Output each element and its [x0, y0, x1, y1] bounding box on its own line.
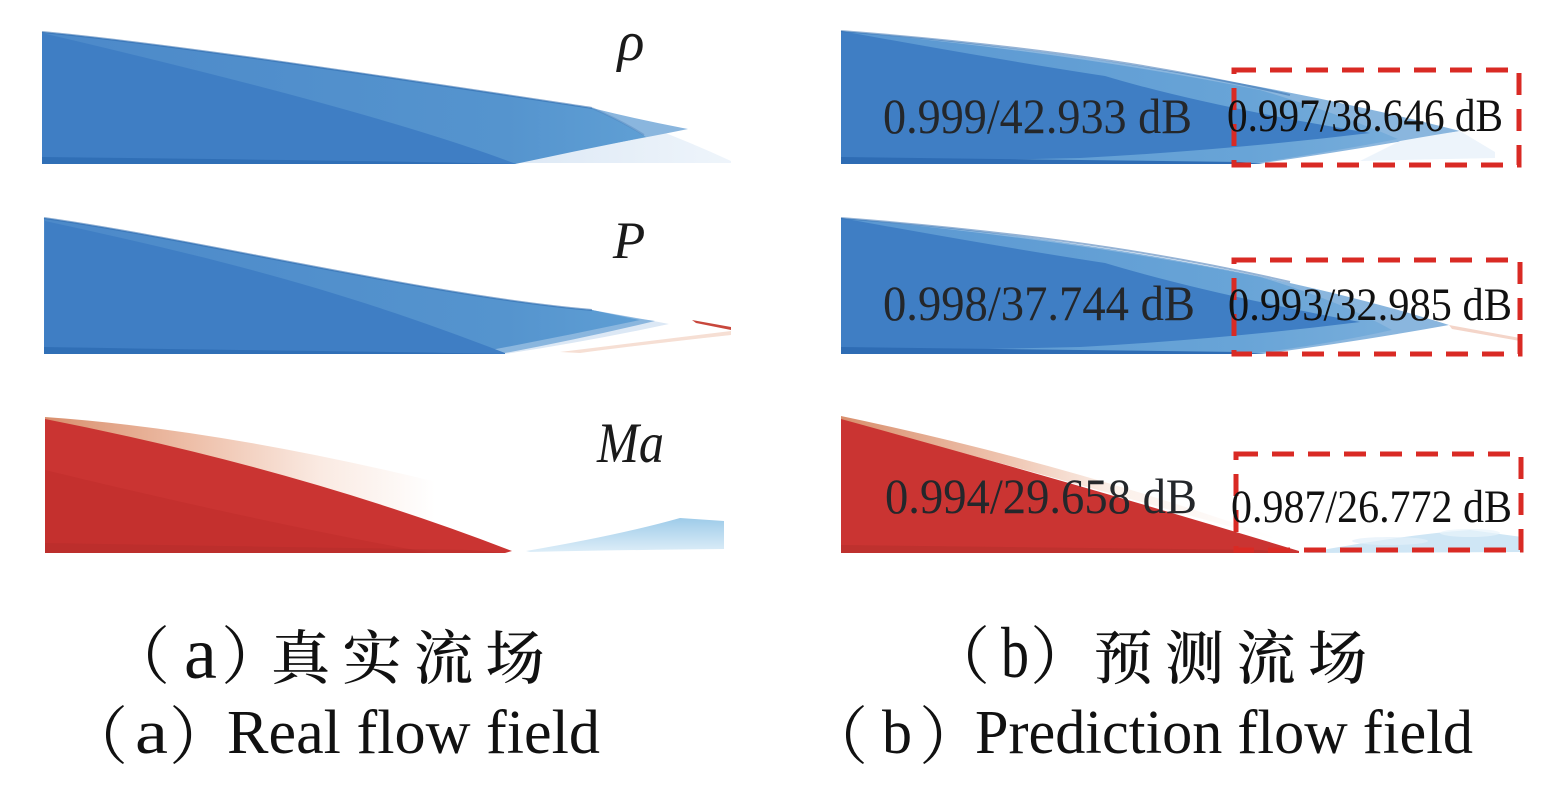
svg-text:Ma: Ma: [596, 412, 664, 475]
svg-text:b: b: [1001, 613, 1029, 693]
svg-text:0.994/29.658 dB: 0.994/29.658 dB: [885, 468, 1197, 524]
svg-text:a: a: [184, 613, 217, 695]
svg-text:0.997/38.646 dB: 0.997/38.646 dB: [1227, 90, 1503, 142]
svg-text:b: b: [882, 699, 912, 767]
svg-text:Real flow field: Real flow field: [227, 699, 600, 767]
svg-text:0.993/32.985 dB: 0.993/32.985 dB: [1228, 279, 1512, 331]
svg-text:0.998/37.744 dB: 0.998/37.744 dB: [883, 275, 1195, 331]
svg-text:0.987/26.772 dB: 0.987/26.772 dB: [1231, 481, 1512, 533]
svg-text:0.999/42.933 dB: 0.999/42.933 dB: [883, 88, 1192, 144]
svg-text:Prediction flow field: Prediction flow field: [975, 699, 1473, 767]
svg-text:P: P: [612, 212, 645, 270]
svg-text:a: a: [135, 699, 168, 767]
svg-text:ρ: ρ: [616, 11, 645, 73]
